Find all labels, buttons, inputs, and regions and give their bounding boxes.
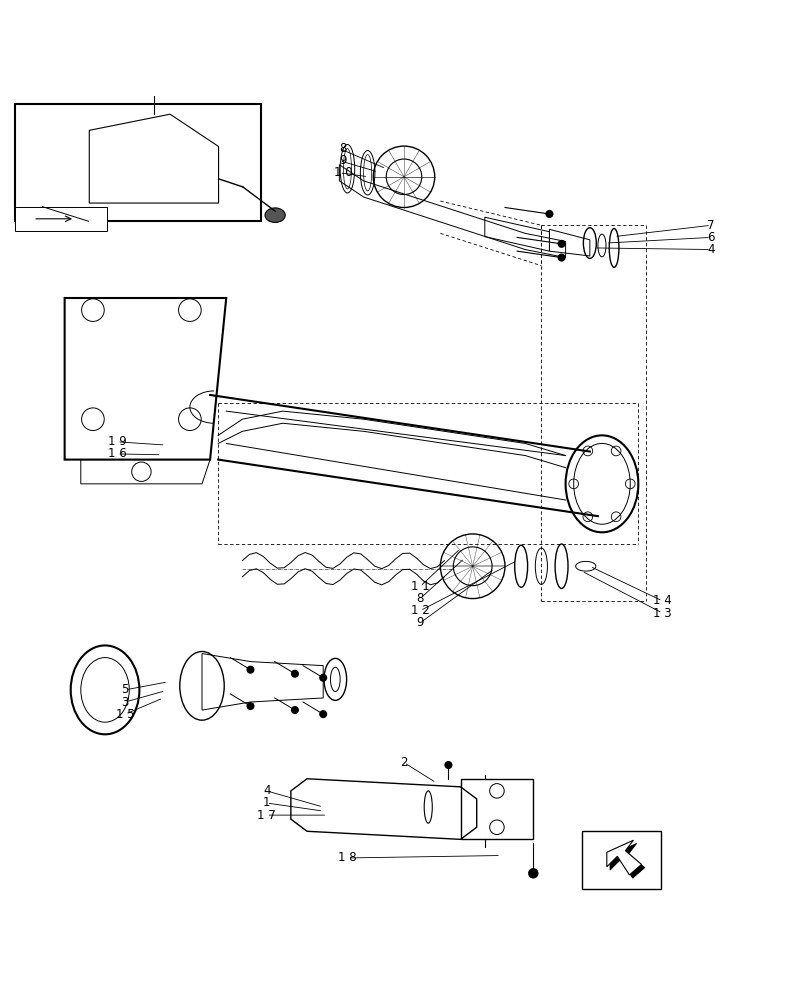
Text: 4: 4 <box>263 784 271 797</box>
Text: 1 6: 1 6 <box>107 447 127 460</box>
Text: 1: 1 <box>263 796 271 810</box>
Text: 1 2: 1 2 <box>410 604 430 617</box>
Bar <box>582 831 661 889</box>
Text: 1 5: 1 5 <box>116 708 135 721</box>
Text: 5: 5 <box>121 683 129 696</box>
Bar <box>15 207 107 231</box>
Text: 8: 8 <box>416 592 424 605</box>
Circle shape <box>558 240 566 248</box>
Text: 6: 6 <box>707 231 715 244</box>
Circle shape <box>558 254 566 262</box>
Bar <box>15 104 261 221</box>
Text: 1 7: 1 7 <box>257 809 276 822</box>
Circle shape <box>528 868 538 878</box>
Circle shape <box>319 674 327 682</box>
Circle shape <box>291 706 299 714</box>
Text: 1 9: 1 9 <box>107 435 127 448</box>
Text: 1 3: 1 3 <box>653 607 672 620</box>
Circle shape <box>545 210 553 218</box>
Text: 9: 9 <box>339 154 347 167</box>
Text: 4: 4 <box>707 243 715 256</box>
Polygon shape <box>607 840 642 875</box>
Circle shape <box>319 710 327 718</box>
Text: 1 0: 1 0 <box>334 166 353 179</box>
Circle shape <box>246 702 255 710</box>
Text: 2: 2 <box>400 756 408 769</box>
Circle shape <box>291 670 299 678</box>
Ellipse shape <box>265 208 285 222</box>
Polygon shape <box>610 843 645 878</box>
Text: 9: 9 <box>416 616 424 629</box>
Text: 1 4: 1 4 <box>653 594 672 607</box>
Text: 7: 7 <box>707 219 715 232</box>
Text: 3: 3 <box>121 696 129 708</box>
Circle shape <box>444 761 452 769</box>
Circle shape <box>246 666 255 674</box>
Text: 1 8: 1 8 <box>338 851 357 864</box>
Text: 1 1: 1 1 <box>410 580 430 593</box>
Text: 8: 8 <box>339 142 347 155</box>
